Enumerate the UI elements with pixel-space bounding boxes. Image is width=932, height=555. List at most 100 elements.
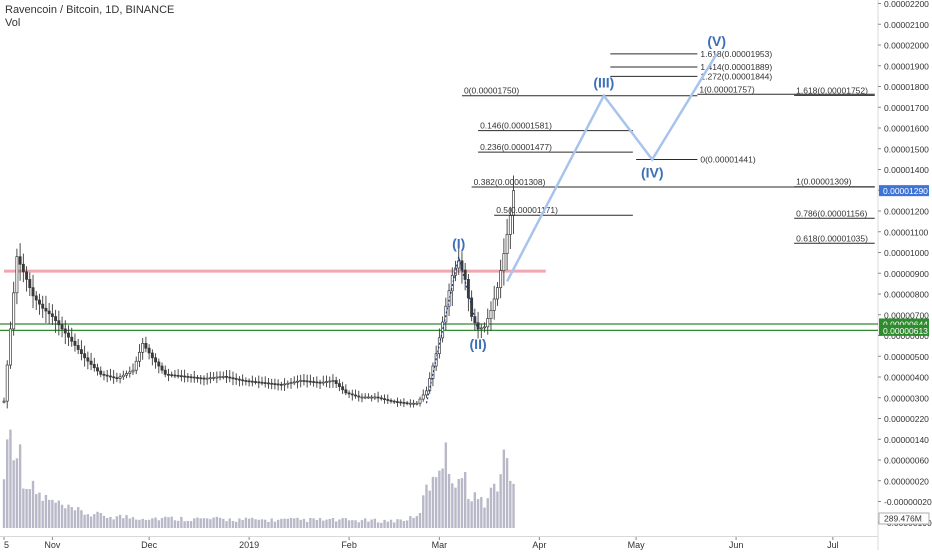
candle-body	[21, 263, 25, 273]
candle-body	[99, 370, 103, 375]
support-tag-label: 0.00000644	[883, 319, 928, 329]
price-tick-label: 0.00001700	[884, 103, 929, 113]
candle-body	[105, 374, 109, 377]
volume-bar	[67, 504, 70, 528]
volume-bar	[463, 471, 467, 528]
candle-body	[421, 394, 425, 400]
volume-bar	[170, 516, 173, 528]
volume-bar	[496, 491, 499, 528]
time-tick-label: Feb	[341, 540, 357, 550]
candle-body	[73, 340, 77, 346]
volume-bar	[93, 514, 96, 528]
candle-body	[237, 378, 241, 381]
volume-bar	[460, 478, 464, 528]
volume-bar	[444, 442, 448, 528]
time-tick-label: 2019	[239, 540, 259, 550]
candle-body	[347, 392, 351, 395]
candle-body	[170, 374, 174, 377]
volume-bar	[299, 519, 302, 528]
candle-body	[189, 376, 193, 379]
volume-bar	[344, 518, 348, 528]
volume-bar	[205, 518, 209, 528]
volume-bar	[425, 484, 428, 528]
candle-body	[96, 367, 99, 372]
candle-body	[147, 347, 151, 354]
candle-body	[502, 253, 506, 271]
volume-bar	[502, 449, 506, 528]
candle-body	[131, 369, 135, 373]
candle-body	[221, 376, 225, 378]
volume-bar	[383, 519, 386, 528]
volume-bar	[364, 518, 367, 528]
candle-body	[479, 327, 483, 330]
candle-body	[334, 380, 338, 384]
candle-body	[228, 376, 232, 379]
wave-label: (III)	[593, 75, 614, 91]
volume-bar	[186, 520, 190, 528]
price-tick-label: 0.00000600	[884, 331, 929, 341]
candle-body	[254, 381, 257, 383]
candle-body	[112, 376, 116, 379]
candle-body	[57, 320, 61, 326]
volume-bar	[15, 458, 19, 528]
candle-body	[425, 390, 428, 396]
candle-body	[415, 402, 419, 405]
candle-body	[212, 377, 216, 379]
fib-level-label: 0.146(0.00001581)	[480, 121, 552, 131]
volume-bar	[189, 521, 193, 528]
volume-bar	[118, 514, 122, 528]
candle-body	[176, 375, 180, 377]
volume-bar	[54, 502, 57, 528]
volume-bar	[151, 518, 154, 528]
candle-body	[344, 389, 348, 394]
wave-label: (II)	[470, 336, 487, 352]
time-tick-label: Jul	[827, 540, 839, 550]
volume-bar	[183, 521, 186, 528]
price-tick-label: -0.00000020	[884, 497, 932, 507]
price-tick-label: 0.00001100	[884, 227, 929, 237]
wave-projection-path	[505, 53, 718, 283]
candle-body	[208, 377, 212, 380]
candle-body	[508, 215, 512, 235]
candle-body	[321, 381, 325, 384]
candle-body	[144, 343, 148, 349]
volume-bar	[402, 520, 406, 528]
volume-bar	[225, 521, 228, 528]
volume-bar	[367, 521, 370, 528]
candle-body	[283, 383, 287, 386]
volume-bar	[28, 489, 31, 528]
volume-bar	[296, 517, 299, 528]
volume-bar	[202, 518, 206, 528]
volume-bar	[480, 497, 483, 528]
candle-body	[450, 274, 454, 292]
volume-bar	[157, 520, 160, 528]
volume-bar	[373, 518, 377, 528]
candle-body	[505, 234, 509, 254]
candle-body	[196, 377, 199, 379]
candle-body	[286, 382, 290, 385]
last-price-bg	[879, 185, 929, 197]
candle-body	[9, 328, 12, 366]
candle-series	[2, 175, 516, 409]
candle-body	[179, 375, 183, 378]
candle-body	[312, 381, 316, 383]
volume-bar	[267, 521, 270, 528]
candle-body	[470, 297, 474, 317]
candle-body	[12, 292, 16, 330]
candle-body	[267, 382, 270, 385]
price-tick-label: 0.00000400	[884, 373, 929, 383]
candle-body	[325, 381, 328, 383]
volume-bar	[415, 516, 418, 528]
volume-bar	[283, 518, 286, 528]
volume-bar	[6, 439, 9, 528]
volume-bar	[131, 517, 135, 528]
volume-bar	[386, 521, 389, 528]
time-tick-label: Dec	[141, 540, 158, 550]
candle-body	[67, 332, 70, 338]
price-tick-label: 0.00001000	[884, 248, 929, 258]
fib-levels: 0.382(0.00001308) 0.5(0.00001171) 0.236(0.…	[461, 49, 875, 244]
time-tick-label: 5	[4, 540, 9, 550]
volume-bar	[25, 488, 28, 528]
